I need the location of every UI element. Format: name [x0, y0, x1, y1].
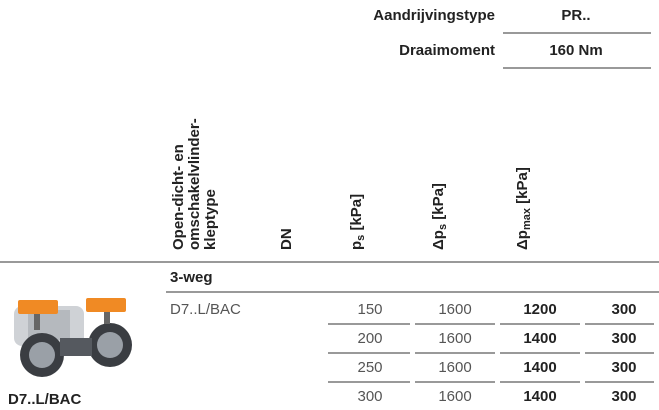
cell: 300	[611, 359, 636, 376]
type-cell: D7..L/BAC	[170, 301, 241, 318]
col-header: Δps [kPa]	[430, 183, 449, 250]
col-header: kleptype	[202, 189, 219, 250]
cell: 1200	[523, 301, 556, 318]
drive-type: PR..	[561, 7, 590, 24]
cell: 1600	[438, 301, 471, 318]
cell: 1600	[438, 388, 471, 405]
cell: 1400	[523, 388, 556, 405]
cell: 1400	[523, 359, 556, 376]
col-header: DN	[278, 228, 295, 250]
product-image	[14, 298, 132, 377]
group-label: 3-weg	[170, 269, 213, 286]
cell: 1600	[438, 330, 471, 347]
cell: 150	[357, 301, 382, 318]
cell: 200	[357, 330, 382, 347]
cell: 300	[611, 388, 636, 405]
cell: 1400	[523, 330, 556, 347]
cell: 1600	[438, 359, 471, 376]
torque: 160 Nm	[549, 42, 602, 59]
col-header: Open-dicht- en	[170, 144, 187, 250]
cell: 300	[357, 388, 382, 405]
drive-type-label: Aandrijvingstype	[373, 7, 495, 24]
col-header: Δpmax [kPa]	[514, 167, 533, 250]
cell: 300	[611, 330, 636, 347]
cell: 300	[611, 301, 636, 318]
product-label: D7..L/BAC	[8, 391, 82, 408]
col-header: ps [kPa]	[348, 194, 367, 250]
torque-label: Draaimoment	[399, 42, 495, 59]
cell: 250	[357, 359, 382, 376]
col-header: omschakelvlinder-	[186, 118, 203, 250]
